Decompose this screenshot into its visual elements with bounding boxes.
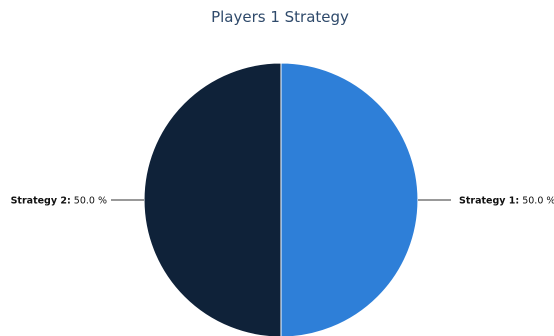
data-label-value: 50.0 % — [71, 196, 107, 207]
pie-labels: Strategy 1: 50.0 %Strategy 2: 50.0 % — [11, 196, 554, 207]
data-label-value: 50.0 % — [519, 196, 554, 207]
pie-slice-strategy-1[interactable] — [280, 62, 419, 336]
data-label-name: Strategy 2: — [11, 196, 71, 207]
data-label-strategy-2: Strategy 2: 50.0 % — [11, 196, 107, 207]
pie-slice-strategy-2[interactable] — [143, 62, 282, 336]
chart-title: Players 1 Strategy — [211, 8, 349, 26]
pie-slices — [143, 62, 419, 336]
data-label-name: Strategy 1: — [459, 196, 519, 207]
data-label-strategy-1: Strategy 1: 50.0 % — [459, 196, 554, 207]
